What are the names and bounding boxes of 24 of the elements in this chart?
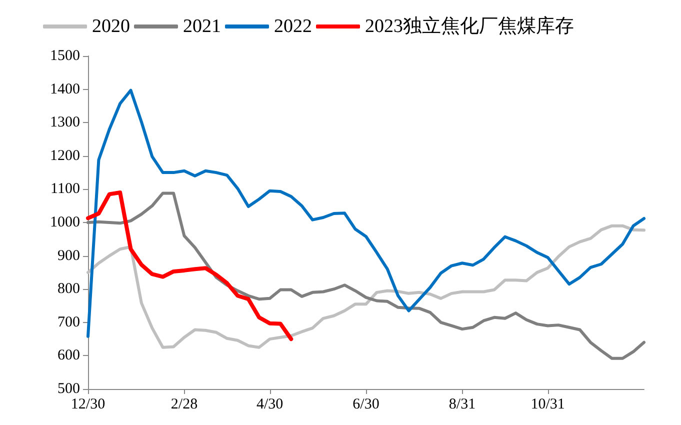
x-tick-label: 10/31	[530, 396, 565, 412]
line-series	[86, 224, 646, 349]
line-series	[86, 88, 646, 338]
y-tick-label: 500	[58, 381, 80, 397]
legend-label: 2021	[183, 16, 221, 37]
legend-label: 2022	[274, 16, 312, 37]
y-tick-label: 1500	[50, 48, 80, 64]
y-tick-label: 800	[58, 281, 80, 298]
y-tick-label: 1200	[50, 148, 80, 164]
y-tick-label: 600	[58, 348, 80, 364]
y-tick-label: 700	[58, 314, 80, 330]
legend-label: 2023独立焦化厂焦煤库存	[365, 15, 574, 37]
y-tick-label: 1000	[50, 214, 80, 230]
y-tick-label: 1100	[50, 181, 80, 198]
x-tick-label: 4/30	[256, 396, 284, 412]
line-series	[86, 190, 294, 342]
y-tick-label: 1400	[50, 81, 80, 98]
y-tick-label: 900	[58, 248, 80, 264]
y-tick-label: 1300	[50, 114, 80, 131]
x-tick-label: 6/30	[352, 396, 380, 412]
x-tick-label: 8/31	[448, 396, 476, 412]
legend-label: 2020	[92, 16, 130, 37]
x-tick-label: 2/28	[170, 396, 198, 412]
x-tick-label: 12/30	[70, 396, 106, 412]
